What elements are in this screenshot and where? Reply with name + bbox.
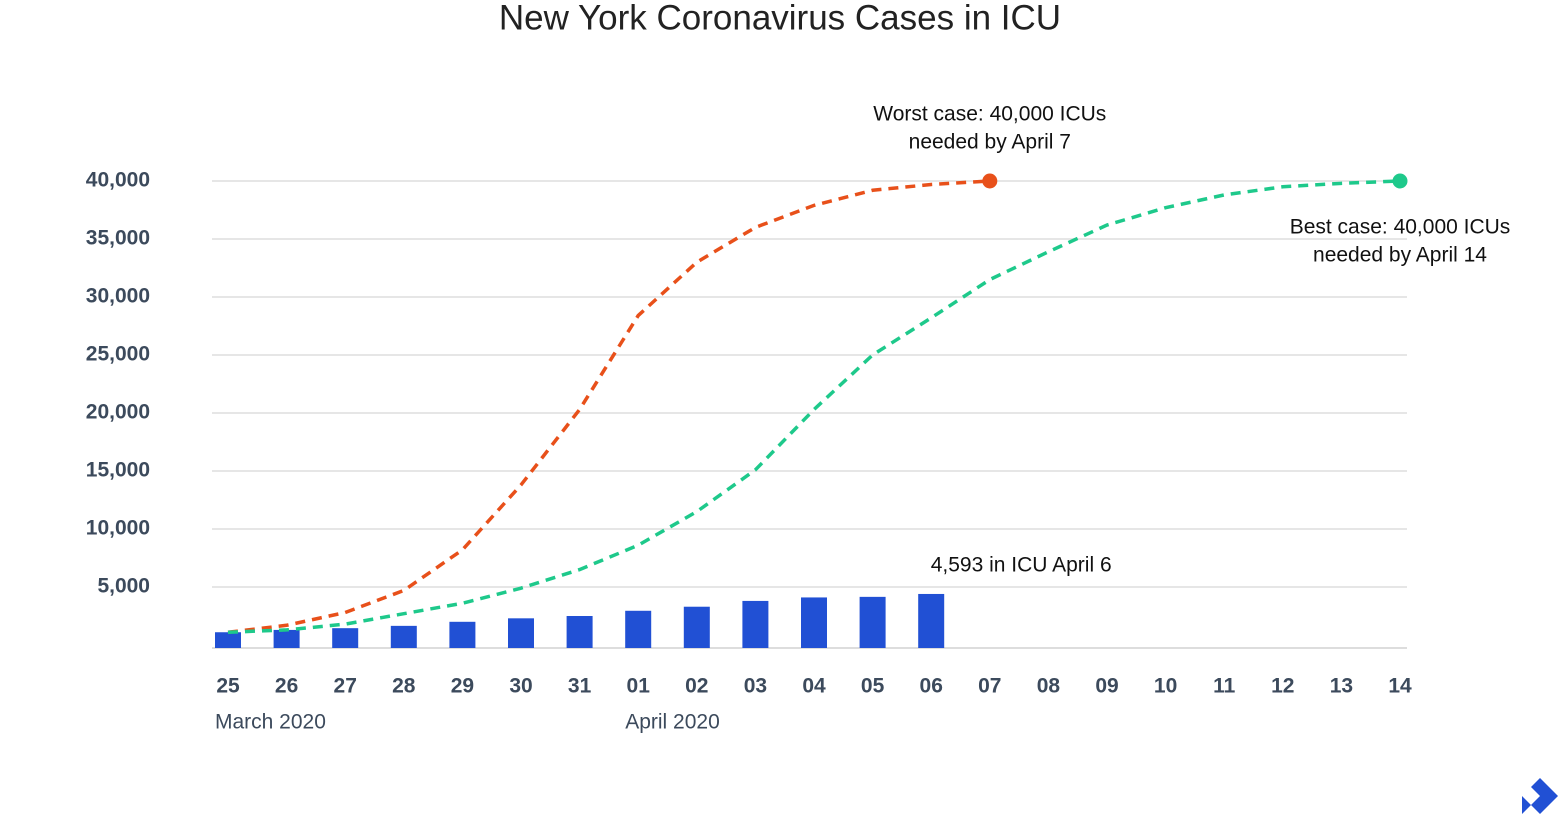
x-group-label: April 2020 bbox=[625, 711, 720, 734]
x-tick-label: 04 bbox=[802, 675, 826, 698]
annotation: 4,593 in ICU April 6 bbox=[931, 554, 1112, 577]
x-tick-label: 30 bbox=[509, 675, 532, 698]
annotation: needed by April 7 bbox=[909, 131, 1071, 154]
line bbox=[227, 179, 990, 634]
line bbox=[227, 179, 1401, 634]
x-tick-label: 08 bbox=[1037, 675, 1061, 698]
bar bbox=[801, 597, 827, 648]
logo bbox=[1522, 778, 1558, 814]
x-tick-label: 11 bbox=[1213, 675, 1236, 698]
y-tick-label: 25,000 bbox=[86, 343, 150, 366]
chart-title: New York Coronavirus Cases in ICU bbox=[499, 0, 1061, 37]
x-tick-label: 29 bbox=[451, 675, 474, 698]
x-tick-label: 07 bbox=[978, 675, 1001, 698]
x-tick-label: 06 bbox=[920, 675, 943, 698]
y-tick-label: 5,000 bbox=[97, 575, 150, 598]
bar bbox=[625, 610, 652, 648]
x-group-label: March 2020 bbox=[215, 711, 326, 734]
y-tick-label: 40,000 bbox=[86, 169, 150, 192]
end-marker bbox=[982, 173, 998, 189]
x-tick-label: 13 bbox=[1330, 675, 1353, 698]
y-tick-label: 15,000 bbox=[86, 459, 150, 482]
y-tick-label: 30,000 bbox=[86, 285, 150, 308]
x-tick-label: 27 bbox=[334, 675, 357, 698]
x-tick-label: 10 bbox=[1154, 675, 1177, 698]
bar bbox=[449, 621, 476, 648]
y-tick-label: 10,000 bbox=[86, 517, 150, 540]
bar bbox=[332, 628, 359, 648]
x-tick-label: 05 bbox=[861, 675, 885, 698]
bar bbox=[918, 593, 945, 648]
bar bbox=[742, 600, 769, 648]
bar bbox=[390, 625, 417, 648]
y-tick-label: 35,000 bbox=[86, 227, 150, 250]
x-tick-label: 03 bbox=[744, 675, 767, 698]
bar bbox=[566, 616, 593, 648]
end-marker bbox=[1392, 173, 1408, 189]
bar bbox=[508, 618, 534, 648]
x-tick-label: 02 bbox=[685, 675, 708, 698]
bar bbox=[215, 632, 241, 648]
x-tick-label: 12 bbox=[1271, 675, 1294, 698]
bar bbox=[859, 596, 886, 648]
annotation: Best case: 40,000 ICUs bbox=[1290, 216, 1511, 239]
x-tick-label: 09 bbox=[1095, 675, 1118, 698]
x-tick-label: 14 bbox=[1388, 675, 1412, 698]
x-tick-label: 31 bbox=[568, 675, 592, 698]
logo-mark bbox=[1522, 778, 1558, 814]
x-tick-label: 28 bbox=[392, 675, 416, 698]
bar bbox=[683, 606, 710, 648]
y-tick-label: 20,000 bbox=[86, 401, 150, 424]
annotation: Worst case: 40,000 ICUs bbox=[873, 103, 1106, 126]
annotation: needed by April 14 bbox=[1313, 244, 1487, 267]
x-tick-label: 26 bbox=[275, 675, 298, 698]
x-tick-label: 25 bbox=[216, 675, 240, 698]
bar bbox=[273, 629, 300, 648]
x-tick-label: 01 bbox=[627, 675, 651, 698]
